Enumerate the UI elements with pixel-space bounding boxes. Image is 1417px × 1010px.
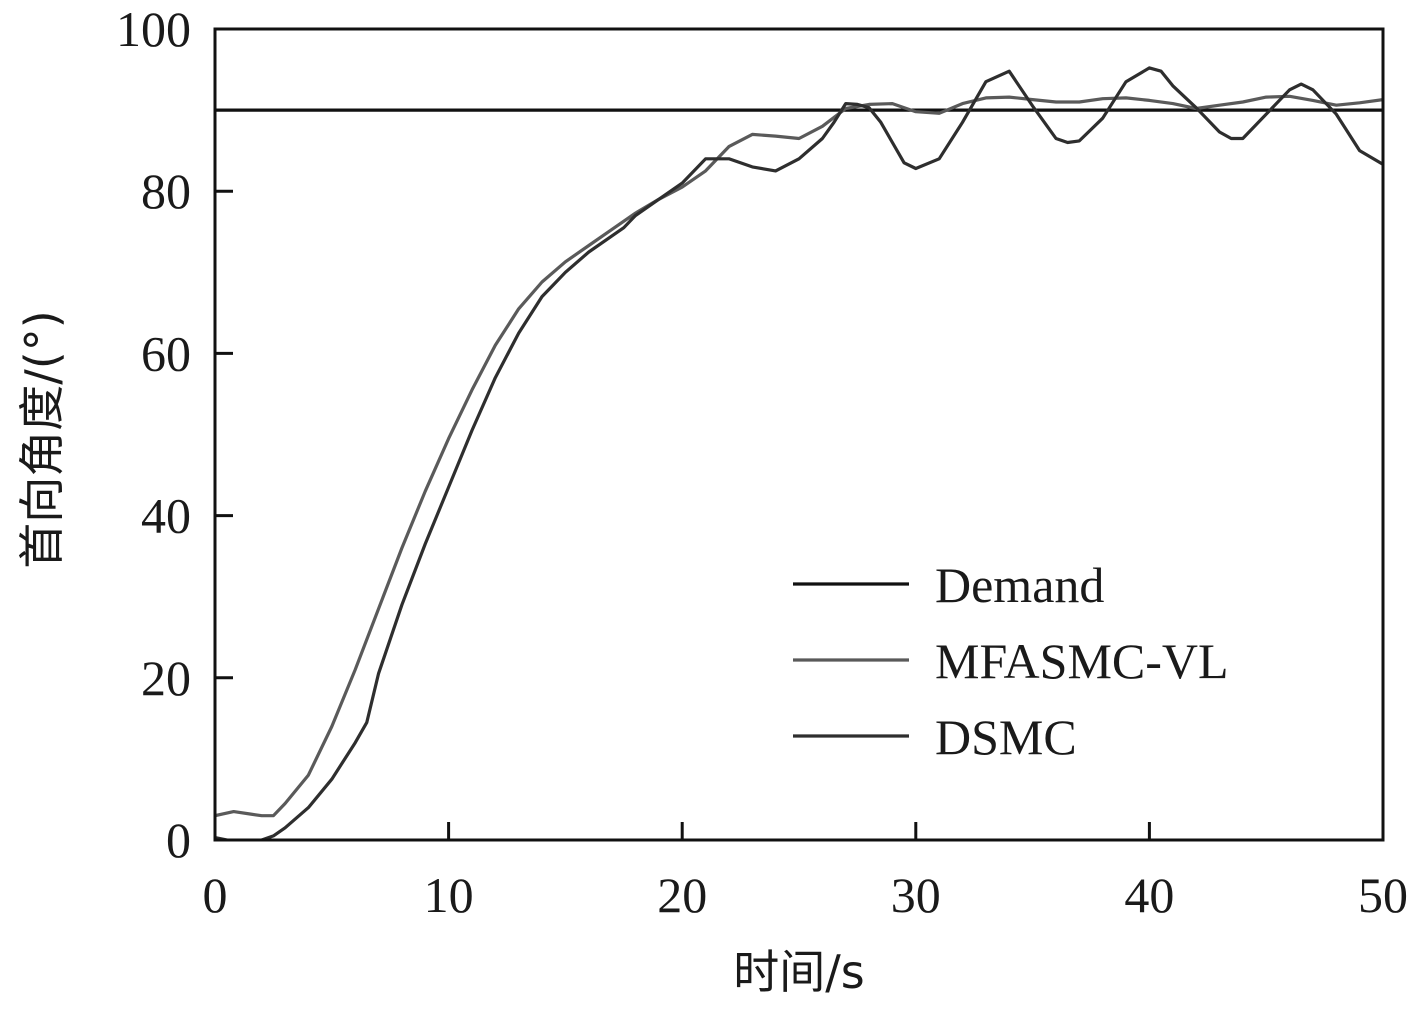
y-tick-label: 20 — [141, 650, 191, 706]
x-tick-label: 0 — [203, 867, 228, 923]
x-tick-label: 40 — [1124, 867, 1174, 923]
y-tick-label: 60 — [141, 325, 191, 381]
y-axis-label: 首向角度/(°) — [15, 310, 69, 568]
x-tick-label: 20 — [657, 867, 707, 923]
x-tick-label: 10 — [424, 867, 474, 923]
axis-ticks: 0 10 20 30 40 50 0 20 40 60 80 100 — [116, 1, 1408, 923]
legend: Demand MFASMC-VL DSMC — [793, 557, 1229, 765]
x-tick-label: 50 — [1358, 867, 1408, 923]
y-tick-label: 80 — [141, 163, 191, 219]
x-tick-label: 30 — [891, 867, 941, 923]
plot-frame — [213, 27, 1385, 842]
legend-label: Demand — [935, 557, 1104, 613]
series-line-mfasmc-vl — [215, 94, 1383, 818]
x-axis-label: 时间/s — [733, 945, 864, 999]
legend-label: DSMC — [935, 709, 1077, 765]
series-lines — [215, 66, 1383, 840]
y-tick-label: 0 — [166, 812, 191, 868]
y-tick-label: 40 — [141, 488, 191, 544]
series-line-dsmc — [215, 66, 1383, 840]
y-tick-label: 100 — [116, 1, 191, 57]
legend-label: MFASMC-VL — [935, 633, 1229, 689]
